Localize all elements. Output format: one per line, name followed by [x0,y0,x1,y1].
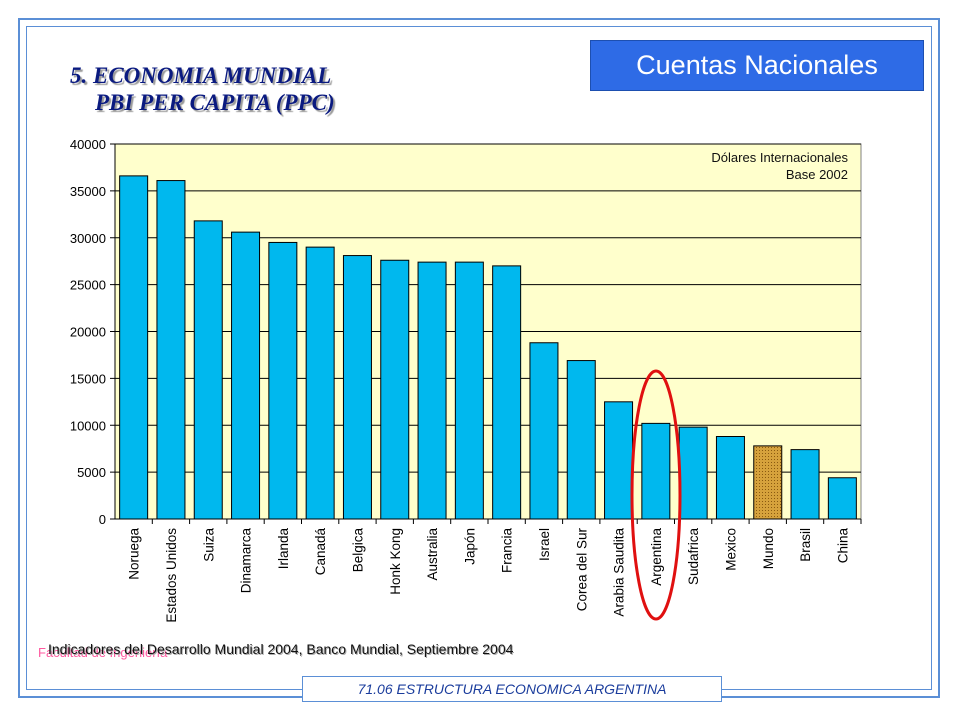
x-tick-label: Canadá [313,528,328,576]
bar-arabia-saudita [604,401,634,520]
x-tick-label: Mundo [761,528,776,569]
chart-annotation-base: Base 2002 [786,167,848,182]
x-tick-label: China [835,528,850,564]
y-tick-label: 5000 [77,465,106,480]
y-tick-label: 15000 [70,371,106,386]
x-tick-label: Japón [462,528,477,565]
bar-irlanda [268,241,298,520]
bar-belgica [342,255,372,520]
x-tick-label: Suiza [201,528,216,562]
source-note: Indicadores del Desarrollo Mundial 2004,… [48,641,514,657]
y-tick-label: 35000 [70,184,106,199]
x-tick-label: Sudafrica [686,528,701,586]
bar-mundo [753,445,783,520]
x-tick-label: Argentina [649,528,664,586]
bar-mexico [715,436,745,520]
bar-honk-kong [380,259,410,520]
y-tick-label: 30000 [70,231,106,246]
bar-australia [417,261,447,520]
y-tick-label: 0 [99,512,106,527]
x-tick-label: Dinamarca [239,528,254,594]
x-tick-label: Arabia Saudita [612,528,627,617]
course-footer: 71.06 ESTRUCTURA ECONOMICA ARGENTINA [302,676,722,702]
title-line-1: 5. ECONOMIA MUNDIAL [70,63,332,88]
bar-noruega [119,175,149,520]
bar-francia [492,265,522,520]
faculty-watermark: Facultad de Ingeniería [38,645,168,660]
x-tick-label: Brasil [798,528,813,562]
bar-corea-del-sur [566,360,596,520]
x-tick-label: Francia [500,528,515,574]
bar-brasil [790,449,820,520]
bar-estados-unidos [156,180,186,520]
y-tick-label: 25000 [70,278,106,293]
x-tick-label: Noruega [127,528,142,580]
bar-israel [529,342,559,520]
bar-argentina [641,422,671,520]
chart-annotation-units: Dólares Internacionales [711,150,848,165]
bar-china [827,477,857,520]
y-tick-label: 20000 [70,325,106,340]
x-tick-label: Irlanda [276,528,291,570]
bar-dinamarca [231,231,261,520]
x-tick-label: Israel [537,528,552,561]
bar-suiza [193,220,223,520]
bar-sudafrica [678,426,708,520]
bar-canadá [305,246,335,520]
x-tick-label: Estados Unidos [164,528,179,623]
bar-japón [454,261,484,520]
x-tick-label: Mexico [723,528,738,571]
slide-title: 5. ECONOMIA MUNDIAL PBI PER CAPITA (PPC) [70,62,335,116]
x-tick-label: Belgica [350,528,365,573]
x-tick-label: Honk Kong [388,528,403,595]
x-tick-label: Australia [425,528,440,581]
y-tick-label: 40000 [70,137,106,152]
title-line-2: PBI PER CAPITA (PPC) [95,90,335,115]
argentina-highlight-circle [630,369,682,621]
section-header: Cuentas Nacionales [590,40,924,91]
y-tick-label: 10000 [70,418,106,433]
x-tick-label: Corea del Sur [574,527,589,611]
